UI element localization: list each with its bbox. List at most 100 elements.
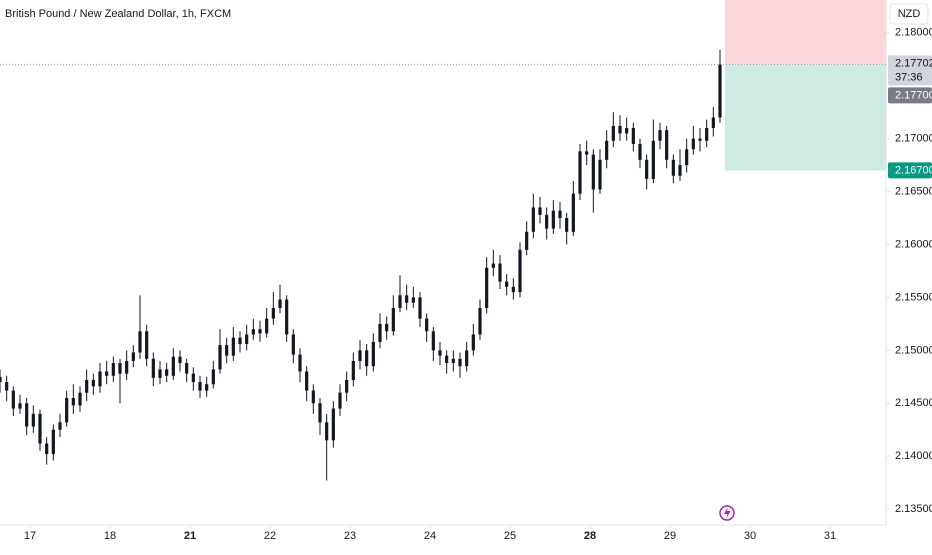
x-tick-label: 31 (824, 530, 836, 542)
alert-icon-ring[interactable] (719, 505, 735, 521)
candle-body (691, 138, 695, 150)
candle-body (678, 165, 682, 176)
target-price-box (888, 162, 932, 179)
candle-body (605, 140, 609, 160)
currency-button-label[interactable]: NZD (898, 8, 921, 20)
candle-body (671, 159, 675, 176)
candle-body (65, 397, 69, 423)
x-tick-label: 29 (664, 530, 676, 542)
candle-body (31, 413, 35, 427)
last-price-box (888, 55, 932, 86)
y-tick-label: 2.14500 (895, 397, 932, 409)
candle-body (58, 422, 62, 430)
candle-body (525, 231, 529, 250)
candle-body (531, 207, 535, 232)
candle-body (518, 249, 522, 293)
candle-body (305, 371, 309, 391)
candle-body (258, 329, 262, 334)
candle-body (271, 308, 275, 319)
candle-body (385, 323, 389, 332)
candle-body (645, 159, 649, 179)
candle-body (345, 379, 349, 393)
candle-body (205, 384, 209, 391)
candle-body (185, 363, 189, 374)
candle-body (138, 331, 142, 353)
candle-body (698, 138, 702, 141)
y-tick-label: 2.16500 (895, 185, 932, 197)
candle-body (665, 130, 669, 160)
candle-body (545, 214, 549, 229)
candle-body (238, 337, 242, 345)
candle-body (111, 363, 115, 376)
y-tick-label: 2.14000 (895, 450, 932, 462)
candle-body (118, 363, 122, 374)
candle-body (278, 299, 282, 309)
x-tick-label: 28 (584, 530, 596, 542)
candle-body (451, 358, 455, 364)
candle-body (458, 358, 462, 367)
candle-body (565, 218, 569, 232)
alert-icon[interactable] (719, 505, 735, 521)
candle-body (325, 422, 329, 441)
candle-body (245, 334, 249, 345)
candle-body (171, 356, 175, 376)
candle-body (358, 350, 362, 361)
stop-zone (725, 0, 886, 65)
x-tick-label: 22 (264, 530, 276, 542)
candle-body (331, 408, 335, 441)
candle-body (551, 210, 555, 229)
candle-body (91, 379, 95, 387)
candle-body (511, 286, 515, 293)
candle-body (318, 403, 322, 423)
currency-button[interactable] (889, 3, 929, 25)
target-zone (725, 64, 886, 171)
candle-body (391, 308, 395, 332)
candle-body (425, 318, 429, 332)
candle-body (311, 390, 315, 404)
candle-body (98, 371, 102, 387)
candle-body (5, 382, 9, 391)
countdown-label: 37:36 (895, 71, 923, 83)
candle-body (485, 267, 489, 309)
candle-body (251, 329, 255, 335)
x-tick-label: 17 (24, 530, 36, 542)
alert-icon-bolt[interactable] (724, 507, 731, 519)
candle-body (165, 369, 169, 376)
candle-body (491, 263, 495, 268)
candle-body (465, 350, 469, 367)
y-tick-label: 2.15500 (895, 291, 932, 303)
candle-body (431, 331, 435, 351)
candle-body (418, 297, 422, 319)
candle-body (78, 392, 82, 406)
candle-body (38, 413, 42, 444)
candle-body (585, 151, 589, 155)
candle-body (711, 117, 715, 129)
candle-body (445, 355, 449, 364)
candle-body (651, 140, 655, 179)
candle-body (705, 128, 709, 141)
candle-body (211, 369, 215, 385)
candle-body (198, 382, 202, 391)
candle-body (478, 308, 482, 335)
candle-body (638, 143, 642, 160)
candle-body (538, 207, 542, 215)
x-tick-label: 21 (184, 530, 196, 542)
y-tick-label: 2.17000 (895, 133, 932, 145)
y-tick-label: 2.18000 (895, 27, 932, 39)
candle-body (45, 443, 49, 455)
candle-body (338, 392, 342, 409)
candle-body (191, 373, 195, 383)
candle-body (685, 149, 689, 166)
x-tick-label: 25 (504, 530, 516, 542)
target-price-label: 2.16700 (895, 164, 932, 176)
candle-body (631, 128, 635, 144)
candle-body (378, 323, 382, 342)
y-tick-label: 2.13500 (895, 503, 932, 515)
candle-body (558, 210, 562, 219)
x-tick-label: 23 (344, 530, 356, 542)
candle-body (158, 369, 162, 378)
candle-body (571, 193, 575, 232)
candle-body (0, 376, 2, 383)
